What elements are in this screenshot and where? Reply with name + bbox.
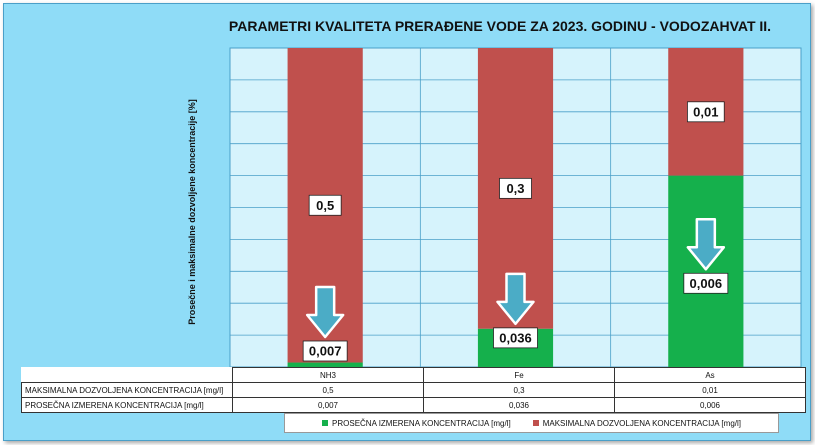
- down-arrow-icon: [496, 272, 535, 326]
- data-label-maximum-box: [687, 101, 725, 123]
- legend-item-max: MAKSIMALNA DOZVOLJENA KONCENTRACIJA [mg/…: [532, 418, 741, 428]
- data-label-maximum: 0,01: [693, 104, 718, 119]
- data-label-maximum: 0,3: [506, 181, 524, 196]
- data-label-average: 0,007: [309, 344, 342, 359]
- bar-average-as: [668, 175, 744, 367]
- data-label-average-box: [493, 327, 538, 349]
- data-label-maximum-box: [499, 177, 532, 199]
- data-label-average-box: [683, 272, 729, 294]
- data-label-maximum: 0,5: [316, 198, 334, 213]
- legend-label: MAKSIMALNA DOZVOLJENA KONCENTRACIJA [mg/…: [542, 418, 741, 428]
- legend-item-avg: PROSEČNA IZMERENA KONCENTRACIJA [mg/l]: [322, 419, 511, 428]
- data-label-average: 0,036: [499, 330, 532, 345]
- chart-title: PARAMETRI KVALITETA PRERAĐENE VODE ZA 20…: [228, 18, 772, 34]
- table-cell: 0,006: [614, 397, 806, 413]
- table-category-cell: NH3: [232, 367, 424, 383]
- data-label-average-box: [302, 340, 348, 362]
- table-row: MAKSIMALNA DOZVOLJENA KONCENTRACIJA [mg/…: [21, 382, 806, 398]
- table-category-cell: As: [614, 367, 806, 383]
- table-corner-cell: [21, 367, 233, 383]
- legend: PROSEČNA IZMERENA KONCENTRACIJA [mg/l] M…: [284, 413, 779, 433]
- table-row-label: MAKSIMALNA DOZVOLJENA KONCENTRACIJA [mg/…: [21, 382, 233, 398]
- down-arrow-icon: [305, 285, 345, 339]
- table-row: PROSEČNA IZMERENA KONCENTRACIJA [mg/l] 0…: [21, 397, 806, 413]
- data-label-maximum-box: [308, 194, 342, 216]
- arrows: [305, 218, 726, 339]
- legend-swatch-green: [322, 420, 329, 426]
- table-cell: 0,3: [423, 382, 615, 398]
- table-cell: 0,007: [232, 397, 424, 413]
- table-cell: 0,5: [232, 382, 424, 398]
- table-row-label: PROSEČNA IZMERENA KONCENTRACIJA [mg/l]: [21, 397, 233, 413]
- table-header-row: NH3 Fe As: [21, 367, 806, 383]
- table-cell: 0,036: [423, 397, 615, 413]
- down-arrow-icon: [686, 218, 726, 271]
- data-labels: 0,5 0,007 0,3 0,036 0,01 0,006: [302, 101, 729, 362]
- bar-average-nh3: [287, 362, 363, 367]
- data-table: NH3 Fe As MAKSIMALNA DOZVOLJENA KONCENTR…: [21, 367, 806, 413]
- table-category-cell: Fe: [423, 367, 615, 383]
- table-cell: 0,01: [614, 382, 806, 398]
- legend-swatch-red: [532, 420, 539, 426]
- legend-label: PROSEČNA IZMERENA KONCENTRACIJA [mg/l]: [332, 418, 511, 428]
- data-label-average: 0,006: [690, 276, 723, 291]
